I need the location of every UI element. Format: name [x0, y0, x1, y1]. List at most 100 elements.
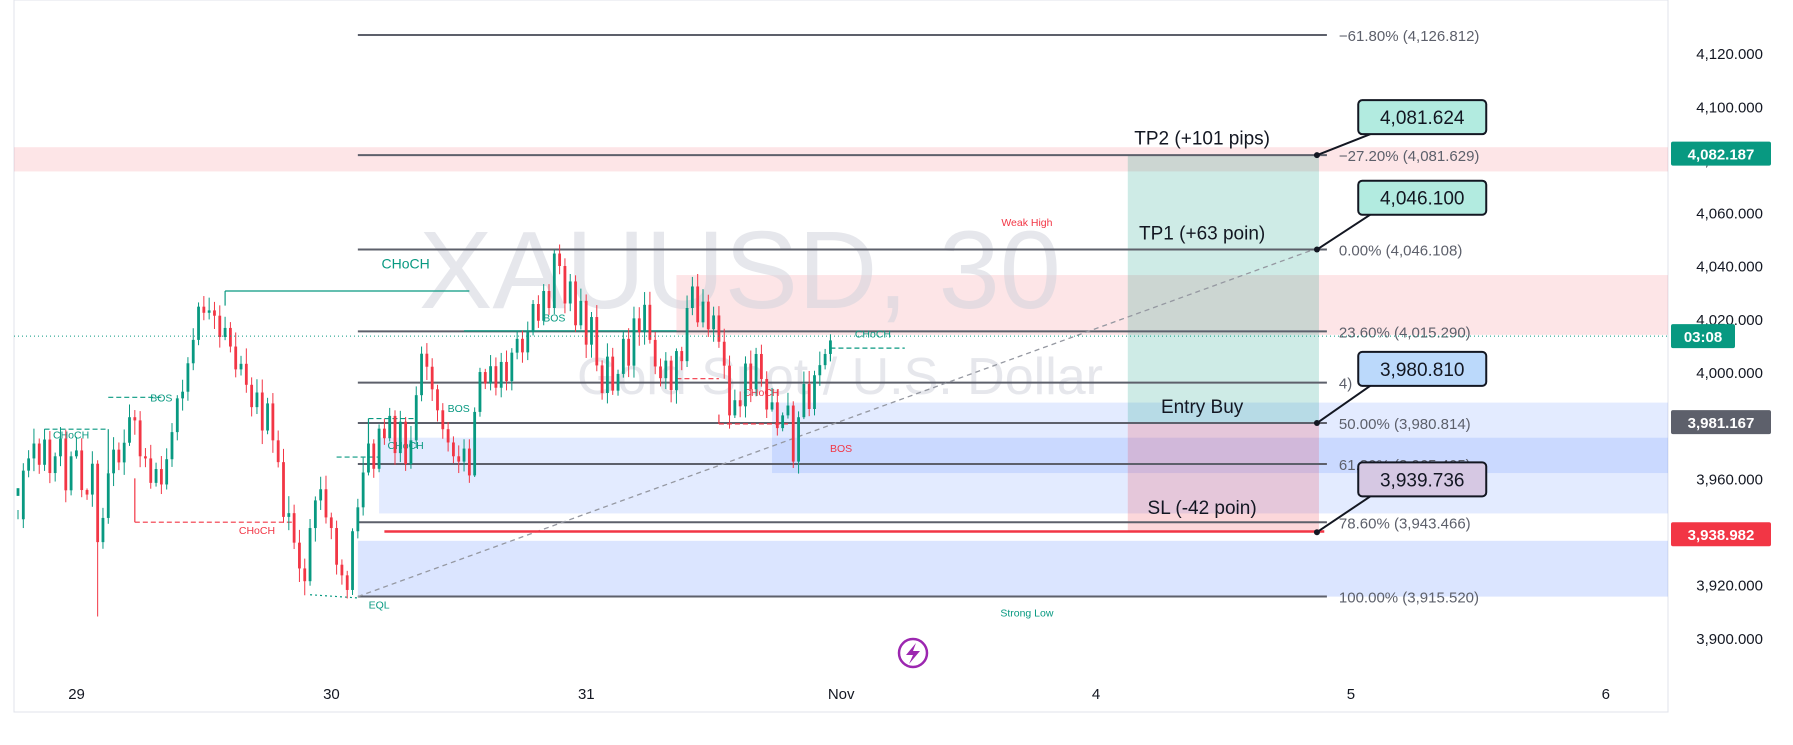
candle-body: [308, 528, 312, 582]
structure-layer: CHoCH BOS CHoCH EQL CHoCH CHoCH BOS BOS CHoCH BOS…: [44, 217, 1325, 620]
candle-body: [521, 338, 524, 353]
candle-body: [313, 500, 317, 529]
candle-body: [324, 489, 328, 518]
structure-label: EQL: [369, 600, 390, 612]
candle-body: [680, 351, 684, 362]
candle: [648, 291, 652, 344]
candle: [606, 343, 609, 404]
candle-body: [483, 372, 487, 384]
candle: [165, 448, 169, 490]
x-tick-label: 4: [1092, 686, 1100, 703]
candle: [21, 463, 25, 529]
candle: [552, 249, 556, 315]
supply-zone: [676, 275, 1668, 335]
candle-body: [37, 443, 41, 465]
price-tag: [1671, 141, 1771, 166]
candle: [404, 416, 408, 471]
candle-body: [664, 360, 668, 379]
candle-body: [728, 365, 731, 416]
candle: [90, 451, 94, 507]
candle: [765, 371, 769, 419]
candle-body: [117, 449, 121, 463]
candle: [133, 410, 137, 435]
candle-body: [818, 365, 822, 376]
candle: [181, 379, 185, 411]
candle-body: [563, 266, 567, 304]
candle-body: [749, 363, 753, 390]
trade-layer: 4,081.624 4,046.100 3,980.810 3,939.736 TP2 …: [1134, 99, 1488, 536]
y-tick-label: 4,060.000: [1696, 206, 1763, 223]
candle: [138, 411, 142, 468]
candle-body: [43, 439, 46, 465]
fib-level-label: 100.00% (3,915.520): [1339, 590, 1479, 607]
price-tags-layer: 4,082.187 03:08 3,981.167 3,938.982: [14, 141, 1771, 547]
candle: [536, 295, 540, 328]
candle: [749, 350, 753, 403]
candle: [430, 358, 434, 402]
candle-body: [744, 363, 747, 407]
candle-body: [685, 308, 689, 362]
fib-level-label: 23.60% (4,015.290): [1339, 324, 1471, 341]
fib-level-label: 4): [1339, 376, 1352, 393]
candle: [372, 439, 376, 478]
candle: [738, 391, 742, 418]
candle-body: [781, 415, 785, 429]
y-tick-label: 4,040.000: [1696, 259, 1763, 276]
tp1-callout: 4,046.100: [1313, 179, 1488, 253]
candle: [122, 429, 126, 475]
candle-body: [250, 384, 254, 408]
candle: [414, 386, 418, 449]
candle-body: [398, 421, 402, 454]
lightning-icon[interactable]: [897, 637, 929, 669]
candle-body: [637, 318, 641, 333]
candle: [685, 295, 689, 367]
candle-body: [505, 361, 508, 382]
candle-body: [457, 456, 461, 462]
candle: [367, 440, 370, 476]
candle: [149, 444, 153, 489]
candle: [329, 512, 333, 540]
sl-title: SL (-42 poin): [1148, 498, 1257, 519]
candle-body: [494, 366, 498, 388]
candle: [266, 397, 269, 435]
candle-body: [653, 339, 657, 367]
candle: [43, 428, 46, 471]
candle-body: [765, 378, 769, 410]
candle: [255, 379, 259, 415]
candle: [457, 445, 461, 474]
candle-body: [515, 338, 519, 353]
candle: [690, 276, 694, 316]
candle-body: [712, 315, 716, 330]
price-tag-label: 3,981.167: [1688, 415, 1755, 432]
structure-label: BOS: [830, 443, 852, 455]
candle-body: [829, 340, 832, 354]
candle: [696, 273, 700, 327]
watermark-symbol: XAUUSD, 30: [419, 209, 1061, 332]
candle-body: [138, 420, 142, 457]
candle: [425, 343, 429, 381]
candle-body: [430, 366, 434, 390]
candle-body: [85, 490, 89, 495]
candle-body: [409, 440, 413, 464]
candle: [770, 387, 774, 412]
price-tag-label: 3,938.982: [1688, 527, 1755, 544]
candle: [558, 244, 562, 275]
candle-body: [441, 410, 445, 430]
candle-body: [733, 400, 737, 416]
candle: [159, 456, 163, 495]
candle: [239, 355, 243, 376]
candle-body: [144, 456, 147, 459]
candle: [807, 370, 811, 417]
candle: [621, 331, 625, 378]
candle-body: [722, 341, 726, 366]
candle-body: [64, 438, 68, 491]
candle: [823, 348, 827, 370]
structure-label: CHoCH: [239, 525, 275, 537]
candle-body: [266, 403, 269, 431]
candle-body: [101, 517, 105, 543]
candle-body: [223, 327, 227, 337]
candle-body: [181, 391, 185, 399]
candle-body: [340, 564, 344, 576]
